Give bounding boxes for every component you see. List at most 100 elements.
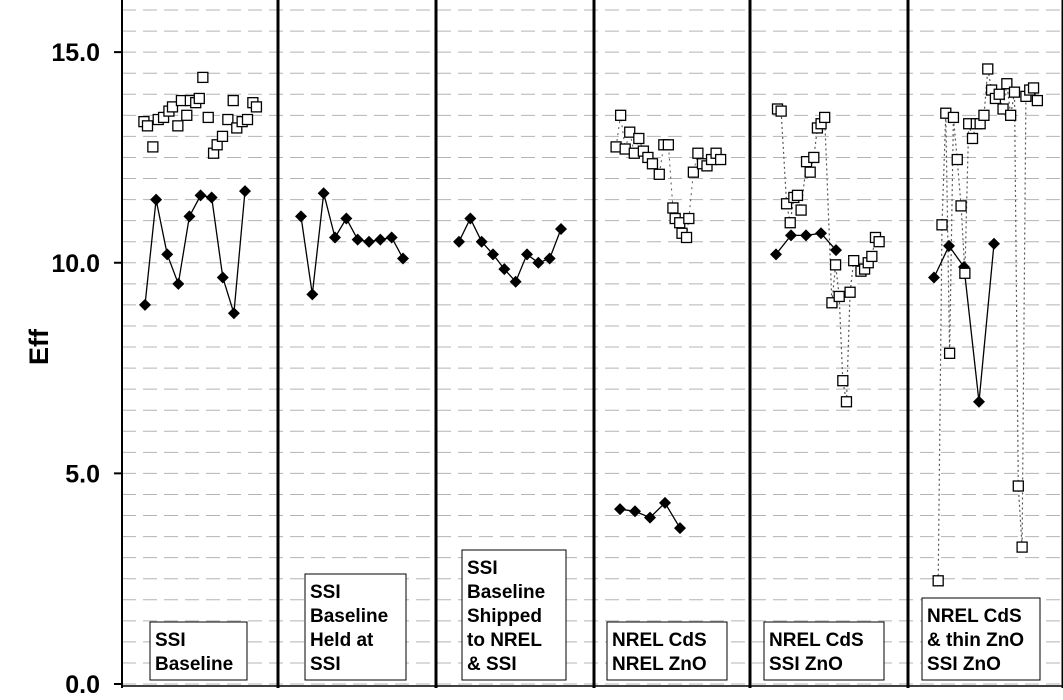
filled-diamond-point xyxy=(194,189,207,202)
panel-label-line: Baseline xyxy=(467,582,545,603)
open-square-point xyxy=(667,202,679,214)
filled-diamond-point xyxy=(216,271,229,284)
open-square-point xyxy=(966,132,979,145)
open-square-point xyxy=(951,153,963,166)
open-square-point xyxy=(1008,86,1021,98)
panel-label-box xyxy=(921,597,1041,681)
open-square-point xyxy=(873,236,885,248)
filled-diamond-point xyxy=(659,496,671,509)
open-square-point xyxy=(1027,82,1040,94)
open-square-point xyxy=(936,219,948,231)
filled-diamond-point xyxy=(139,298,151,311)
open-square-point xyxy=(692,147,704,159)
open-square-point xyxy=(932,575,944,587)
panel-6: NREL CdS & thin ZnO SSI ZnO xyxy=(921,63,1044,681)
open-square-point xyxy=(222,113,234,126)
panel-label-line: SSI xyxy=(467,558,498,579)
filled-diamond-point xyxy=(150,193,163,206)
open-square-point xyxy=(141,120,154,132)
panel-label-line: Held at xyxy=(310,630,374,651)
open-square-point xyxy=(614,109,627,121)
filled-diamond-point xyxy=(543,252,556,265)
y-tick-label: 10.0 xyxy=(51,250,100,278)
open-square-point xyxy=(181,109,193,121)
panel-label-box xyxy=(149,621,248,681)
filled-diamond-point xyxy=(340,212,353,225)
open-square-point xyxy=(241,113,254,126)
filled-diamond-point xyxy=(509,275,522,288)
panel-label-line: & SSI xyxy=(467,654,517,675)
open-square-point xyxy=(829,259,842,271)
y-axis-title: Eff xyxy=(24,328,54,365)
open-series-connector xyxy=(777,108,880,402)
panel-label-box xyxy=(763,621,885,681)
panel-label-line: NREL CdS xyxy=(612,630,707,651)
open-square-point xyxy=(866,250,878,263)
filled-diamond-point xyxy=(161,248,174,261)
panel-label-line: & thin ZnO xyxy=(927,630,1024,651)
open-square-point xyxy=(1012,480,1024,492)
open-square-point xyxy=(216,130,229,143)
panel-label-box xyxy=(606,621,728,681)
filled-series-line xyxy=(144,191,246,314)
filled-series-line xyxy=(458,217,562,283)
filled-diamond-point xyxy=(498,263,511,276)
panel-label-box xyxy=(461,549,567,681)
open-series-connector xyxy=(937,68,1038,581)
open-square-point xyxy=(993,88,1005,100)
panel-1: SSI Baseline xyxy=(138,71,263,681)
filled-diamond-point xyxy=(239,185,251,198)
open-square-point xyxy=(780,198,793,210)
open-square-point xyxy=(982,63,994,75)
panel-label-line: SSI xyxy=(155,630,186,651)
open-square-point xyxy=(804,166,816,178)
open-square-point xyxy=(250,101,263,113)
filled-diamond-point xyxy=(973,395,985,408)
y-axis: 0.0 5.0 10.0 15.0 xyxy=(51,39,122,699)
filled-diamond-point xyxy=(785,229,797,242)
filled-diamond-point xyxy=(317,187,330,200)
open-square-point xyxy=(1001,78,1013,90)
open-square-point xyxy=(943,347,956,359)
open-square-point xyxy=(1005,109,1017,121)
panel-label-box xyxy=(304,573,407,681)
open-square-point xyxy=(624,126,636,138)
panel-label-line: NREL ZnO xyxy=(612,654,707,675)
panel-dividers xyxy=(121,0,1063,688)
panel-label-line: NREL CdS xyxy=(927,606,1022,627)
panel-4: NREL CdS NREL ZnO xyxy=(606,109,728,681)
filled-diamond-point xyxy=(227,307,240,320)
open-square-point xyxy=(653,168,665,180)
open-square-point xyxy=(819,111,831,124)
filled-diamond-point xyxy=(295,210,307,223)
panel-label-line: SSI xyxy=(310,654,341,675)
filled-diamond-point xyxy=(629,505,641,518)
panel-label-line: Shipped xyxy=(467,606,542,627)
panel-label-line: Baseline xyxy=(310,606,388,627)
open-square-point xyxy=(784,217,796,229)
panel-3: SSI Baseline Shipped to NREL & SSI xyxy=(453,212,567,681)
open-square-point xyxy=(662,139,675,151)
filled-diamond-point xyxy=(475,235,488,248)
panel-label-line: to NREL xyxy=(467,630,542,651)
open-square-point xyxy=(172,120,184,132)
filled-diamond-point xyxy=(674,522,686,535)
filled-diamond-point xyxy=(644,511,656,524)
open-square-point xyxy=(997,103,1009,115)
open-square-point xyxy=(826,297,838,309)
open-square-point xyxy=(1016,541,1028,553)
open-square-point xyxy=(633,132,645,145)
filled-diamond-point xyxy=(385,231,398,244)
filled-diamond-point xyxy=(363,235,375,248)
open-square-point xyxy=(775,105,787,117)
open-square-point xyxy=(947,111,960,124)
open-square-point xyxy=(166,101,179,113)
filled-diamond-point xyxy=(397,252,409,265)
open-square-point xyxy=(1031,94,1044,107)
filled-diamond-point xyxy=(351,233,364,246)
open-square-point xyxy=(202,111,214,124)
panel-5: NREL CdS SSI ZnO xyxy=(763,103,885,681)
filled-diamond-point xyxy=(205,191,218,204)
filled-diamond-point xyxy=(614,503,626,516)
